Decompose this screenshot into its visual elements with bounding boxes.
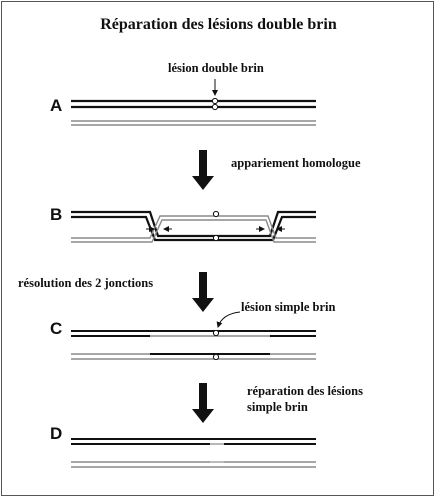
step-label-a: A [50, 96, 63, 115]
step-arrow-1 [192, 150, 214, 190]
lesion-repair-label-line1: réparation des lésions [247, 384, 363, 398]
a-lesion-end [211, 97, 219, 105]
panel-b [71, 210, 316, 243]
junction-resolution-label: résolution des 2 jonctions [18, 276, 154, 290]
homologous-pairing-label: appariement homologue [231, 156, 361, 170]
panel-a [71, 79, 316, 126]
diagram-title: Réparation des lésions double brin [100, 16, 337, 33]
lesion-repair-label-line2: simple brin [247, 400, 308, 414]
step-arrow-3 [192, 383, 214, 423]
c-lesion-pointer-arrow [216, 311, 241, 328]
double-strand-lesion-label: lésion double brin [168, 61, 264, 75]
b-lesion-marker [212, 210, 220, 218]
step-label-c: C [50, 319, 63, 338]
a-lesion-end [211, 103, 219, 111]
panel-d [71, 438, 316, 468]
single-strand-lesion-label: lésion simple brin [241, 300, 336, 314]
b-lesion-marker [212, 234, 220, 242]
step-label-b: B [50, 205, 63, 224]
step-arrow-2 [192, 272, 214, 312]
b-homolog-strand-bottom [71, 219, 316, 243]
c-lesion-marker [212, 329, 220, 337]
panel-c [71, 311, 316, 361]
c-lesion-marker [212, 353, 220, 361]
step-label-d: D [50, 424, 63, 443]
